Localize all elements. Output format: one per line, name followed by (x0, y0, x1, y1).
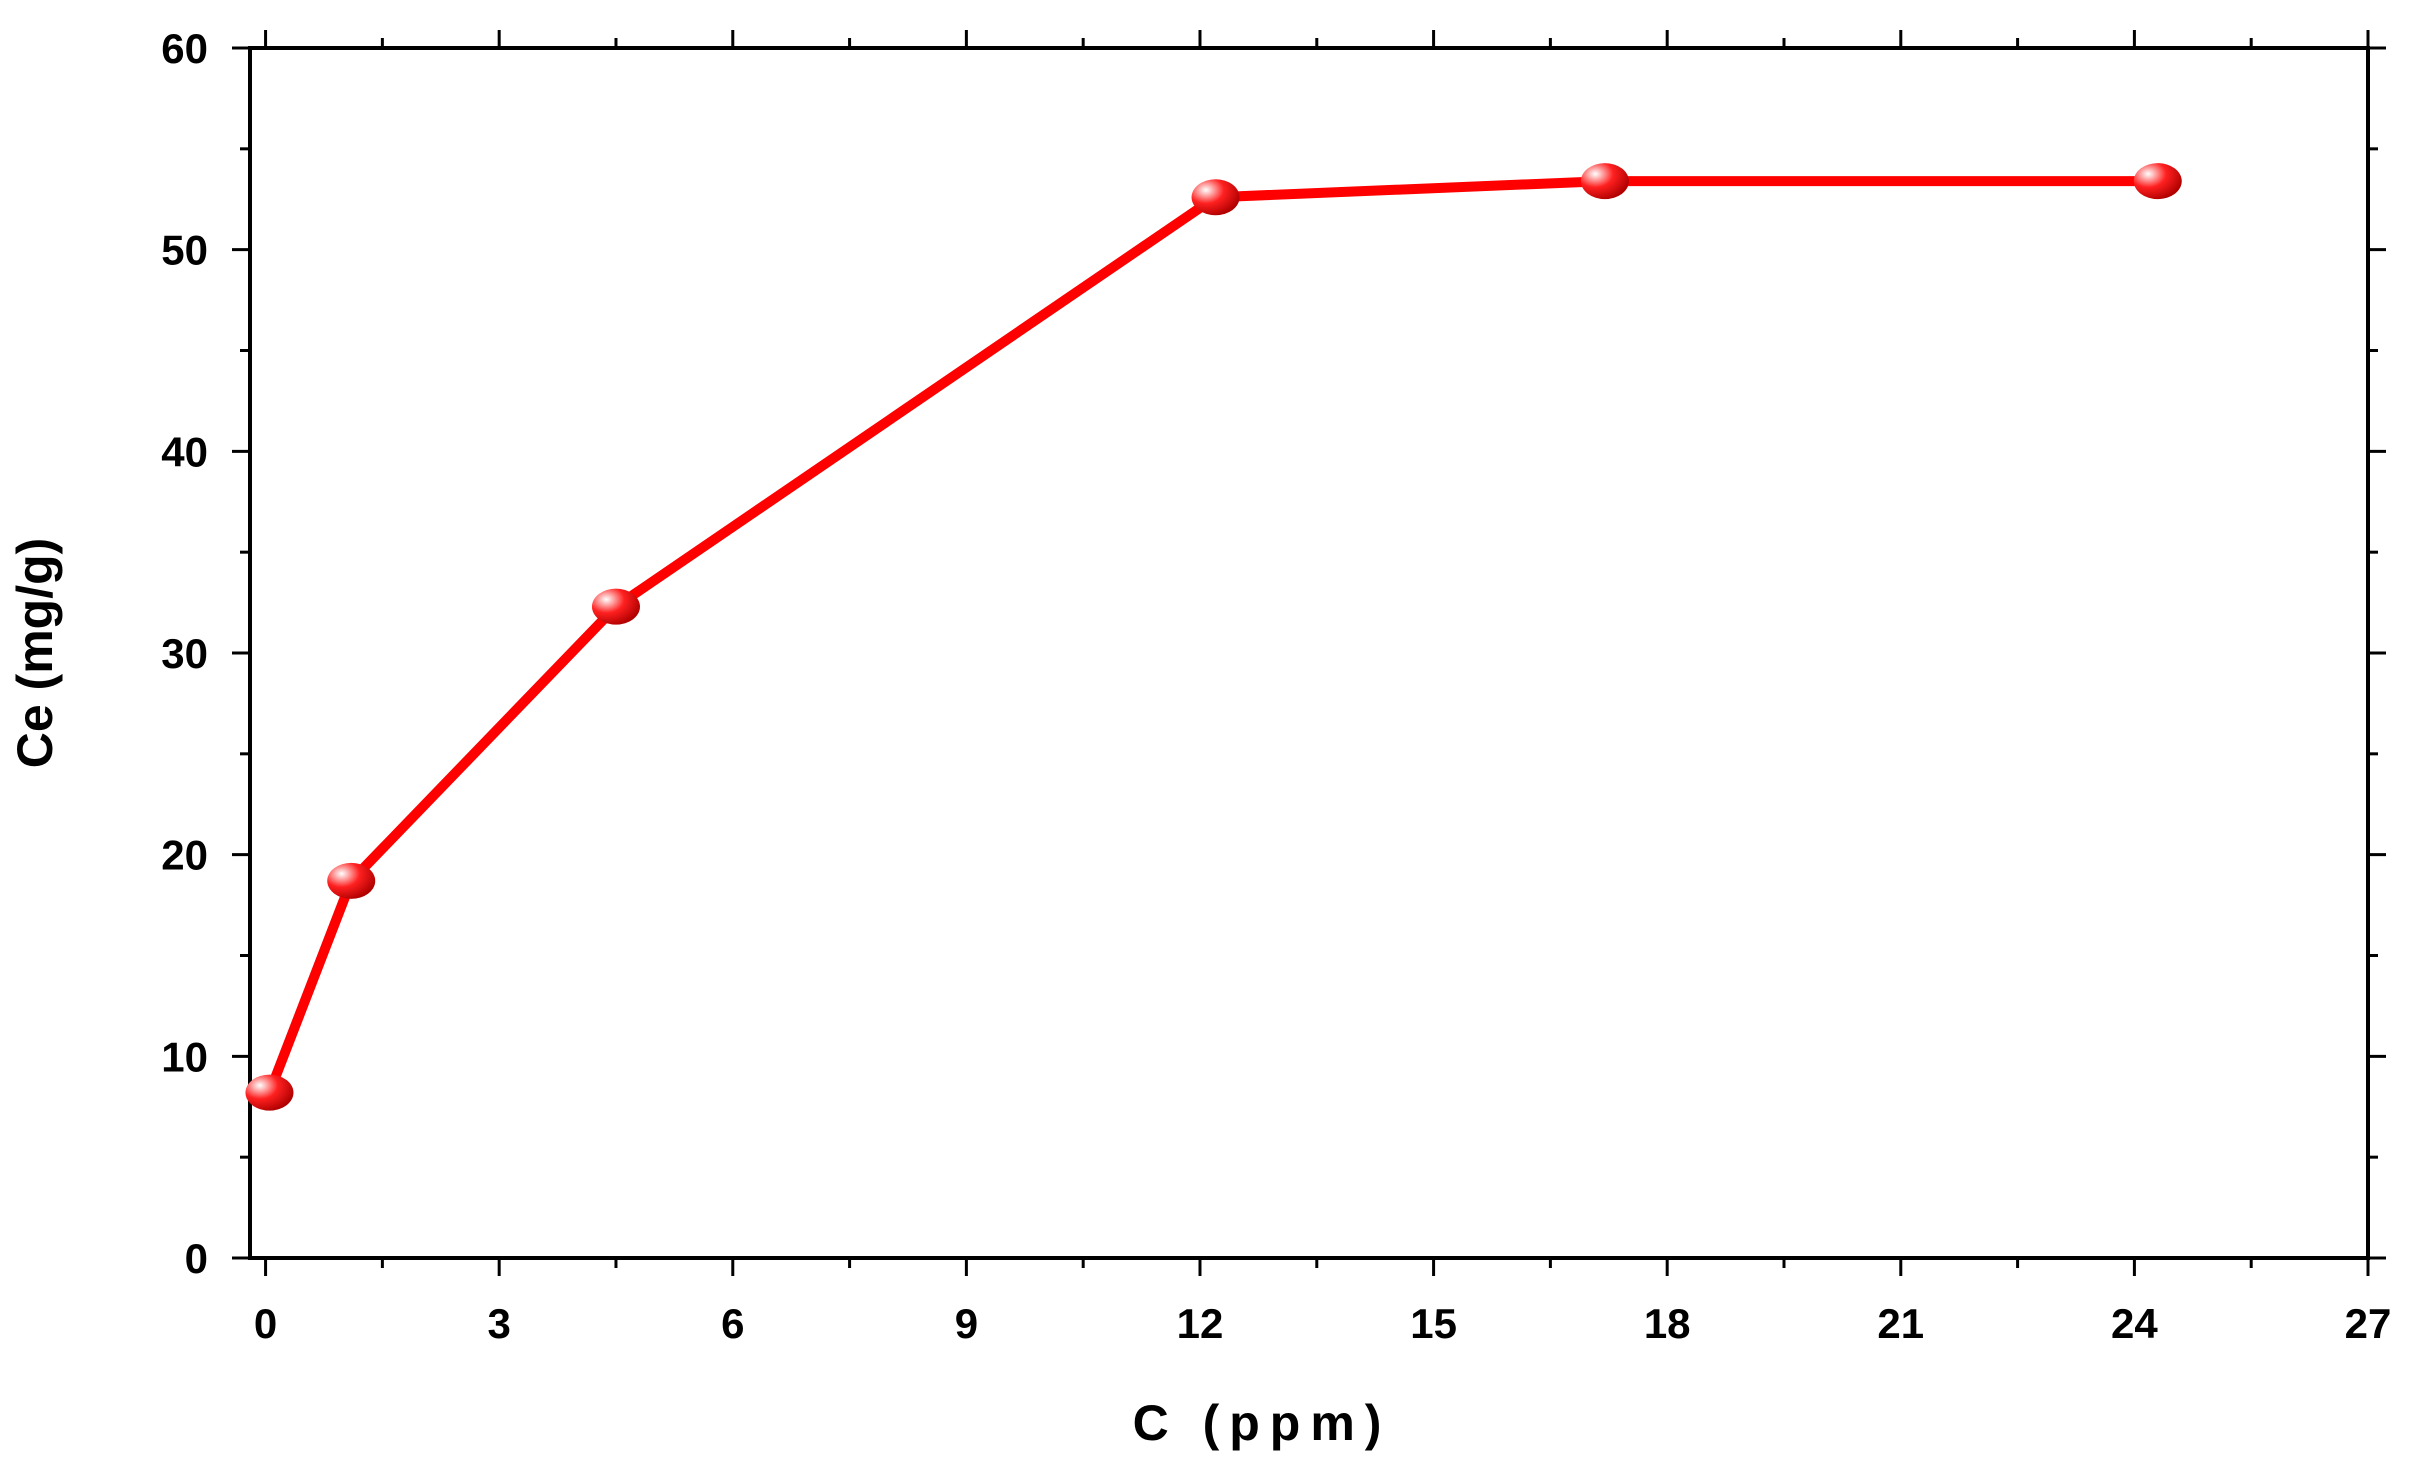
x-tick-label: 3 (487, 1300, 510, 1347)
y-tick-label: 60 (161, 25, 208, 72)
x-tick-label: 0 (254, 1300, 277, 1347)
data-point (245, 1074, 294, 1111)
y-tick-label: 40 (161, 428, 208, 475)
y-tick-label: 30 (161, 630, 208, 677)
data-point (2133, 163, 2182, 200)
data-point (1191, 179, 1240, 216)
series-line (264, 176, 2163, 1098)
x-tick-label: 9 (955, 1300, 978, 1347)
y-axis-title: Ce (mg/g) (7, 538, 63, 769)
x-tick-label: 6 (721, 1300, 744, 1347)
y-tick-label: 0 (185, 1235, 208, 1282)
x-tick-label: 12 (1177, 1300, 1224, 1347)
x-axis-title: C (ppm) (1133, 1395, 1392, 1451)
x-tick-label: 27 (2345, 1300, 2392, 1347)
x-tick-label: 24 (2111, 1300, 2158, 1347)
x-tick-label: 18 (1644, 1300, 1691, 1347)
data-point (591, 588, 640, 625)
x-tick-label: 15 (1410, 1300, 1457, 1347)
y-tick-label: 20 (161, 832, 208, 879)
x-tick-label: 21 (1877, 1300, 1924, 1347)
data-point (327, 862, 376, 899)
data-point (1580, 163, 1629, 200)
y-tick-label: 10 (161, 1033, 208, 1080)
y-tick-label: 50 (161, 227, 208, 274)
